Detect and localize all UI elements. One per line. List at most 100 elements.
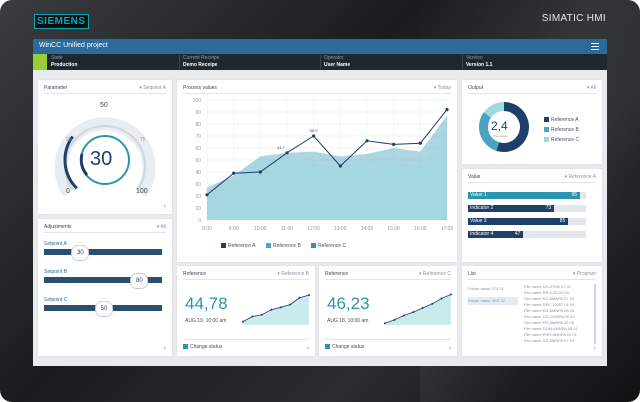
output-selector[interactable]: ▾ All (586, 85, 596, 91)
file-item[interactable]: File name KG-6MNPA 08 03 (524, 308, 575, 313)
change-status-checkbox[interactable]: Change status (183, 344, 222, 350)
parameter-panel: Parameter ▾ Setpoint A 30 0 25 50 75 100… (38, 80, 172, 214)
reference-c-panel: Reference ▾ Reference C 46,23 AUG 18, 10… (319, 266, 457, 356)
file-item[interactable]: File name XG-6MNPA 07 01 (524, 338, 575, 343)
value-bar-row: Value 3 85 (468, 218, 586, 225)
series-line (206, 109, 448, 196)
reference-c-selector[interactable]: ▾ Reference C (419, 271, 451, 277)
data-point[interactable] (258, 170, 262, 174)
annotation: 56.9 (310, 128, 319, 133)
file-item[interactable]: File name PRR-6MNPA 01 01 (524, 332, 577, 337)
scale-max: 100 (136, 188, 148, 195)
parameter-selector[interactable]: ▾ Setpoint A (139, 85, 166, 91)
data-point[interactable] (338, 164, 342, 168)
x-tick-label: 12:00 (307, 226, 320, 232)
sparkline-line (242, 294, 310, 322)
folder-item[interactable]: Folder name 274 01 (468, 286, 504, 291)
slider-track[interactable] (44, 277, 162, 283)
chevron-right-icon[interactable]: › (593, 345, 596, 352)
reference-c-value: 46,23 (327, 294, 370, 313)
file-item[interactable]: File name ER-6MNPA 02 05 (524, 320, 574, 325)
slider-track[interactable] (44, 249, 162, 255)
x-tick-label: 8:00 (202, 226, 212, 232)
legend-label: Reference B (551, 127, 579, 133)
sparkline-area (243, 295, 309, 325)
list-scrollbar[interactable] (594, 284, 596, 344)
sparkline-point (279, 306, 282, 309)
y-tick-label: 30 (195, 182, 201, 188)
series-area (207, 132, 447, 220)
sparkline-point (242, 320, 244, 323)
value-selector[interactable]: ▾ Reference A (564, 174, 596, 180)
panel-title: Value (468, 174, 481, 180)
file-item[interactable]: File name KG-6MNPA 07 01 (524, 296, 575, 301)
chevron-right-icon[interactable]: › (163, 345, 166, 352)
data-point[interactable] (205, 193, 209, 197)
data-point[interactable] (392, 142, 396, 146)
project-title: WinCC Unified project (39, 42, 108, 49)
reference-c-date: AUG 18, 10:00 am (327, 318, 369, 324)
file-item[interactable]: File name UG-27KB 07 01 (524, 284, 571, 289)
reference-b-value: 44,78 (185, 294, 228, 313)
donut-slice[interactable] (479, 112, 500, 151)
title-bar: WinCC Unified project (33, 39, 607, 54)
info-bar: State Production Current Receipe Demo Rece… (33, 54, 607, 70)
process-values-panel: Process values ▾ Today 0 10 20 30 40 50 60 70 80… (177, 80, 457, 262)
file-item[interactable]: File name RN.0-05 03 04 (524, 290, 569, 295)
legend-item: Reference A (544, 117, 579, 123)
slider-handle[interactable]: 50 (95, 301, 113, 317)
change-status-checkbox[interactable]: Change status (325, 344, 364, 350)
legend-item: Reference C (311, 243, 346, 249)
y-tick-label: 10 (195, 206, 201, 212)
data-point[interactable] (445, 108, 449, 112)
file-item[interactable]: File name DOM-6MNPA 05 01 (524, 326, 578, 331)
data-point[interactable] (232, 171, 236, 175)
chevron-right-icon[interactable]: › (306, 345, 309, 352)
list-selector[interactable]: ▾ Program (572, 271, 596, 277)
folder-item[interactable]: Folder name 4RS 02 (468, 297, 518, 305)
x-tick-label: 16:00 (414, 226, 427, 232)
value-bar[interactable]: Indicator 4 47 (468, 231, 524, 238)
legend-item: Reference C (544, 137, 579, 143)
data-point[interactable] (418, 141, 422, 145)
data-point[interactable] (312, 134, 316, 138)
info-state: State Production (51, 55, 78, 68)
reference-b-selector[interactable]: ▾ Reference B (277, 271, 309, 277)
reference-b-date: AUG 19, 10:00 am (185, 318, 227, 324)
setpoint-label: Setpoint B (44, 269, 68, 275)
sparkline-point (412, 311, 415, 314)
legend-label: Reference C (318, 243, 347, 249)
file-item[interactable]: File name DEF-1005T 01 04 (524, 302, 575, 307)
menu-icon[interactable] (591, 43, 599, 50)
sparkline-point (440, 297, 443, 300)
value-bar-row: Value 1 95 (468, 192, 586, 199)
slider-handle[interactable]: 30 (71, 245, 90, 261)
legend-item: Reference A (221, 243, 256, 249)
reference-c-sparkline (384, 293, 452, 325)
adjustments-selector[interactable]: ▾ All (156, 224, 166, 230)
donut-slice[interactable] (496, 102, 529, 152)
parameter-value: 30 (90, 148, 113, 170)
info-version: Version Version 1.1 (462, 55, 492, 69)
sparkline-point (384, 322, 386, 325)
sparkline-point (289, 303, 292, 306)
value-bar[interactable]: Value 3 85 (468, 218, 569, 225)
x-tick-label: 17:00 (441, 226, 454, 232)
data-point[interactable] (365, 139, 369, 143)
chevron-right-icon[interactable]: › (448, 345, 451, 352)
value-bar[interactable]: Indicator 2 73 (468, 205, 555, 212)
scale-min: 0 (66, 188, 70, 195)
data-point[interactable] (285, 151, 289, 155)
sparkline-point (251, 315, 254, 318)
slider-handle[interactable]: 80 (130, 273, 149, 289)
donut-slice[interactable] (483, 102, 504, 118)
file-item[interactable]: File name UG-1MNPA 08 41 (524, 314, 575, 319)
process-selector[interactable]: ▾ Today (433, 85, 451, 91)
process-chart: 0 10 20 30 40 50 60 70 80 90 100 8:00 9:00 10:00 11:00… (193, 98, 454, 232)
y-tick-label: 80 (195, 122, 201, 128)
value-bar[interactable]: Value 1 95 (468, 192, 581, 199)
hmi-screen: WinCC Unified project State Production Cu… (33, 39, 607, 366)
chevron-right-icon[interactable]: › (163, 203, 166, 210)
panel-title: Process values (183, 85, 217, 91)
sparkline-point (393, 318, 396, 321)
